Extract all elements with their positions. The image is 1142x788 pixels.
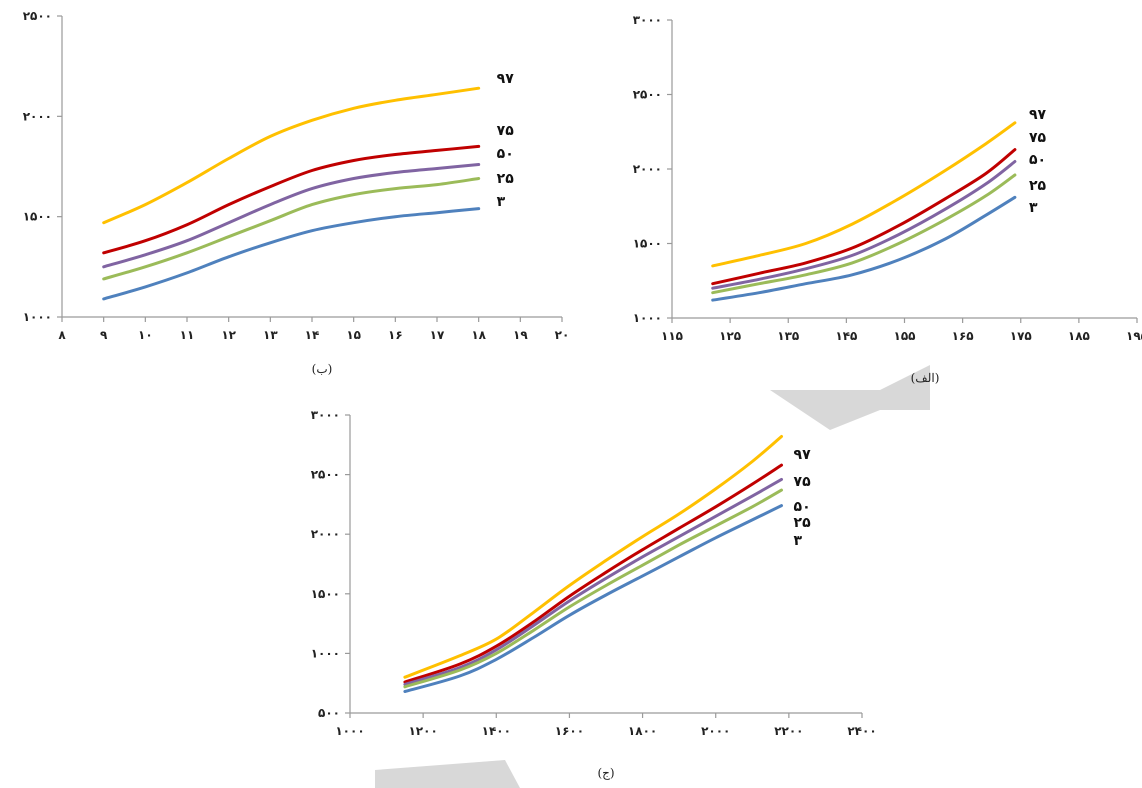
x-tick-label: ۱۴۰۰: [482, 724, 511, 738]
series-line-p3: [102, 207, 481, 301]
x-tick-label: ۹: [100, 328, 108, 342]
x-tick-label: ۲۰: [555, 328, 570, 342]
x-tick-label: ۱۸: [471, 328, 486, 342]
series-line-p50: [711, 160, 1017, 290]
x-tick-label: ۱۶۵: [952, 329, 974, 343]
x-tick-label: ۱۶۰۰: [555, 724, 584, 738]
y-tick-label: ۲۵۰۰: [633, 88, 662, 102]
y-tick-label: ۲۰۰۰: [311, 527, 340, 541]
series-line-p3: [403, 504, 783, 693]
y-tick-label: ۱۰۰۰: [633, 311, 662, 325]
y-tick-label: ۳۰۰۰: [633, 13, 662, 27]
y-tick-label: ۱۵۰۰: [633, 237, 662, 251]
chart-caption: (ج): [597, 766, 614, 780]
series-label: ۲۵: [497, 171, 515, 187]
series-label: ۷۵: [1029, 130, 1047, 146]
x-tick-label: ۱۷: [430, 328, 445, 342]
series-label: ۷۵: [794, 474, 812, 490]
series-line-p97: [711, 121, 1017, 268]
x-tick-label: ۱۱: [180, 328, 195, 342]
series-line-p25: [403, 488, 783, 689]
y-tick-label: ۳۰۰۰: [311, 408, 340, 422]
x-tick-label: ۱۰: [138, 328, 153, 342]
x-tick-label: ۱۲۰۰: [408, 724, 437, 738]
x-tick-label: ۱۲۵: [719, 329, 741, 343]
series-line-p75: [711, 148, 1017, 286]
series-line-p50: [102, 163, 481, 269]
series-label: ۷۵: [497, 123, 515, 139]
series-label: ۳: [1029, 200, 1038, 216]
x-tick-label: ۱۵: [346, 328, 361, 342]
x-tick-label: ۱۹: [513, 328, 528, 342]
series-label: ۵۰: [794, 499, 811, 515]
y-tick-label: ۲۰۰۰: [23, 109, 52, 123]
chart-jim: ۱۰۰۰ ۱۲۰۰ ۱۴۰۰ ۱۶۰۰ ۱۸۰۰ ۲۰۰۰ ۲۲۰۰ ۲۴۰۰ ۵۰۰ ۱۰۰۰ ۱…: [311, 408, 877, 780]
x-tick-label: ۱۱۵: [661, 329, 683, 343]
y-tick-label: ۱۵۰۰: [23, 210, 52, 224]
x-tick-label: ۱۶: [388, 328, 403, 342]
series-label: ۵۰: [1029, 152, 1046, 168]
series-line-p75: [102, 144, 481, 255]
series-line-p97: [403, 435, 783, 679]
y-tick-label: ۲۵۰۰: [311, 468, 340, 482]
x-tick-label: ۱۳۵: [777, 329, 799, 343]
series-line-p97: [102, 86, 481, 225]
y-tick-label: ۱۰۰۰: [23, 310, 52, 324]
y-tick-label: ۱۰۰۰: [311, 646, 340, 660]
chart-alef: ۱۱۵ ۱۲۵ ۱۳۵ ۱۴۵ ۱۵۵ ۱۶۵ ۱۷۵ ۱۸۵ ۱۹۵ ۱۰۰۰ ۱۵۰۰ ۲۰۰۰ ۲…: [633, 13, 1142, 385]
watermark: [375, 365, 930, 788]
x-tick-label: ۱۹۵: [1126, 329, 1142, 343]
series-line-p50: [403, 477, 783, 686]
y-tick-label: ۱۵۰۰: [311, 587, 340, 601]
series-label: ۲۵: [794, 515, 812, 531]
x-tick-label: ۱۸۵: [1068, 329, 1090, 343]
y-tick-label: ۲۵۰۰: [23, 9, 52, 23]
x-tick-label: ۲۲۰۰: [774, 724, 803, 738]
series-line-p25: [711, 173, 1017, 295]
chart-b: ۸ ۹ ۱۰ ۱۱ ۱۲ ۱۳ ۱۴ ۱۵ ۱۶ ۱۷ ۱۸ ۱۹ ۲۰ ۱۰۰۰ ۱۵۰۰ ۲۰۰۰ ۲۵۰۰…: [23, 9, 570, 376]
x-tick-label: ۲۴۰۰: [847, 724, 876, 738]
series-line-p25: [102, 177, 481, 281]
x-tick-label: ۸: [58, 328, 66, 342]
x-tick-label: ۲۰۰۰: [701, 724, 730, 738]
y-tick-label: ۲۰۰۰: [633, 162, 662, 176]
series-label: ۵۰: [497, 146, 514, 162]
series-label: ۳: [794, 533, 803, 549]
x-tick-label: ۱۷۵: [1010, 329, 1032, 343]
series-line-p3: [711, 195, 1017, 302]
series-label: ۳: [497, 194, 506, 210]
series-label: ۹۷: [794, 447, 812, 463]
x-tick-label: ۱۸۰۰: [628, 724, 657, 738]
x-tick-label: ۱۴: [305, 328, 320, 342]
series-label: ۹۷: [497, 71, 515, 87]
x-tick-label: ۱۳: [263, 328, 278, 342]
x-tick-label: ۱۰۰۰: [335, 724, 364, 738]
chart-caption: (ب): [312, 362, 333, 376]
series-label: ۲۵: [1029, 178, 1047, 194]
x-tick-label: ۱۴۵: [835, 329, 857, 343]
y-tick-label: ۵۰۰: [318, 706, 340, 720]
chart-caption: (الف): [911, 371, 940, 385]
x-tick-label: ۱۲: [221, 328, 236, 342]
x-tick-label: ۱۵۵: [894, 329, 916, 343]
series-label: ۹۷: [1029, 107, 1047, 123]
series-line-p75: [403, 463, 783, 684]
